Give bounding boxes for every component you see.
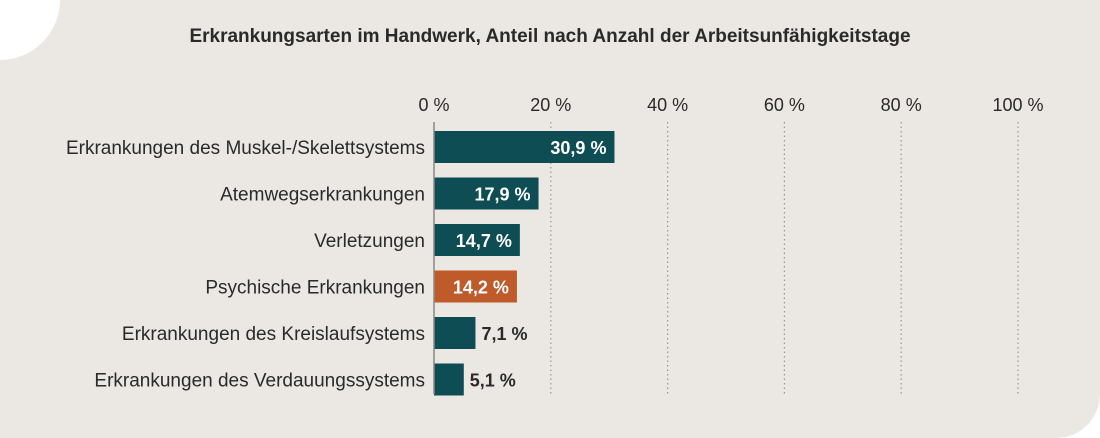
x-tick-label: 60 % xyxy=(764,95,805,115)
chart-title: Erkrankungsarten im Handwerk, Anteil nac… xyxy=(189,26,911,47)
category-label: Psychische Erkrankungen xyxy=(205,278,425,299)
category-label: Erkrankungen des Kreislaufsystems xyxy=(122,324,425,345)
value-label: 7,1 % xyxy=(481,324,527,344)
x-tick-label: 100 % xyxy=(992,95,1043,115)
x-tick-label: 80 % xyxy=(881,95,922,115)
category-label: Erkrankungen des Muskel-/Skelettsystems xyxy=(66,138,425,159)
category-label: Verletzungen xyxy=(314,231,425,252)
bar xyxy=(434,270,517,303)
bar xyxy=(434,131,615,163)
x-tick-label: 0 % xyxy=(418,95,449,115)
value-label: 14,7 % xyxy=(456,231,512,251)
bar xyxy=(434,224,520,256)
category-label: Atemwegserkrankungen xyxy=(220,185,425,206)
value-label: 30,9 % xyxy=(550,138,606,158)
value-label: 5,1 % xyxy=(470,371,516,391)
bar xyxy=(434,177,539,210)
value-label: 14,2 % xyxy=(453,278,509,298)
x-tick-label: 20 % xyxy=(530,95,571,115)
bar xyxy=(434,317,476,349)
x-tick-label: 40 % xyxy=(647,95,688,115)
value-label: 17,9 % xyxy=(474,185,530,205)
bar xyxy=(434,363,464,396)
category-label: Erkrankungen des Verdauungssystems xyxy=(94,371,425,392)
